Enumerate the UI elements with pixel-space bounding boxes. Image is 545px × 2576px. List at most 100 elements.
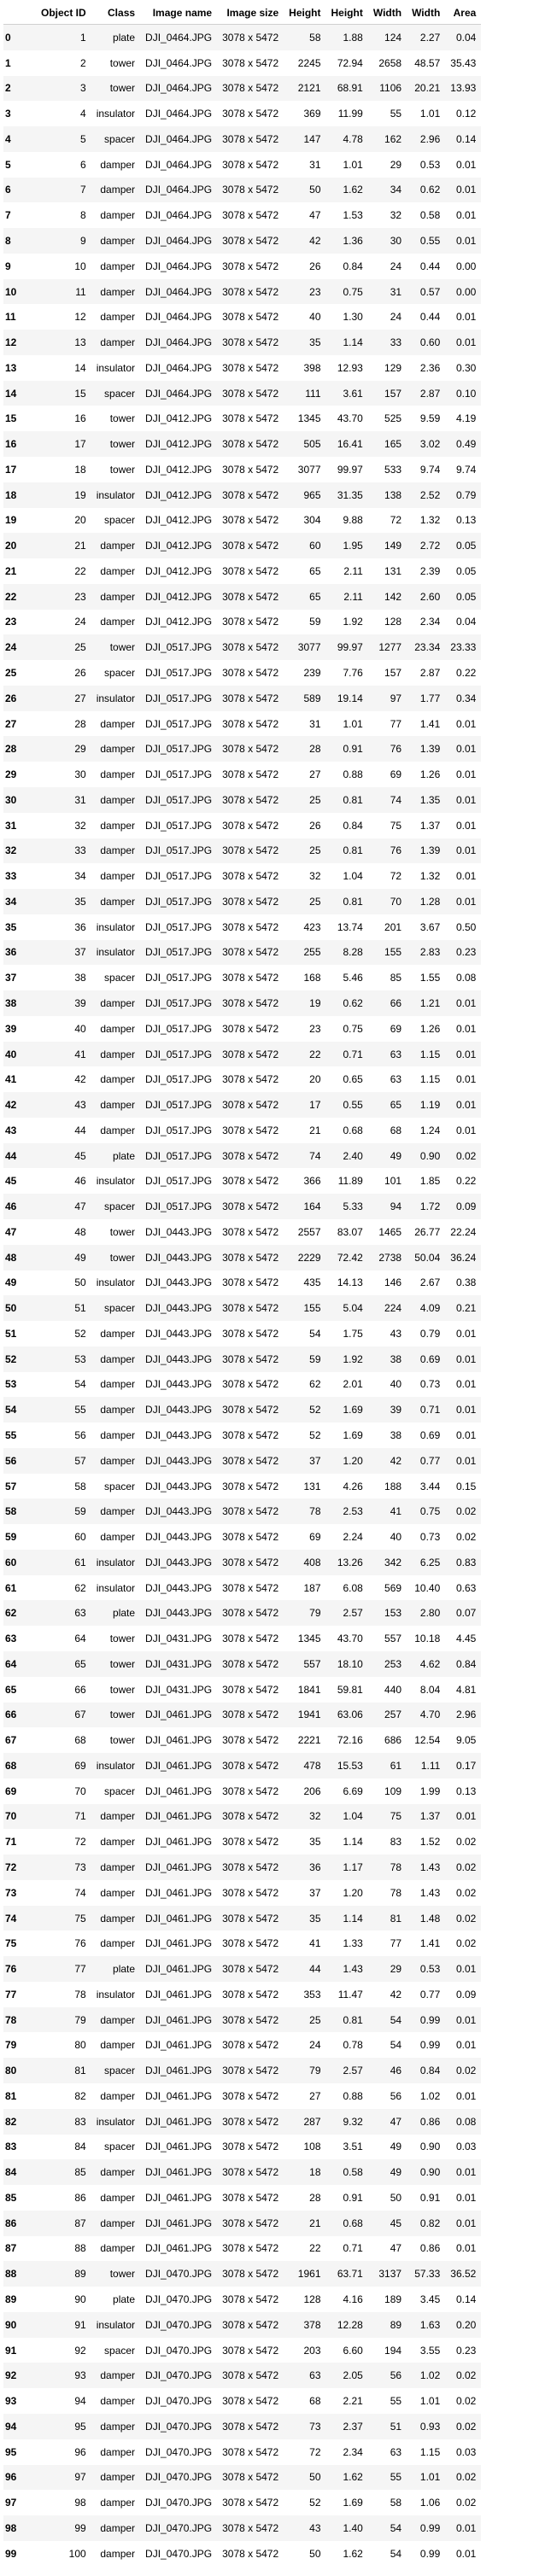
row-index: 13 bbox=[3, 354, 36, 381]
class-cell: damper bbox=[91, 1015, 141, 1042]
row-index: 0 bbox=[3, 24, 36, 50]
image-size-cell: 3078 x 5472 bbox=[217, 2388, 284, 2414]
width-pct-cell: 26.77 bbox=[407, 1218, 446, 1245]
table-row: 11 12 damper DJI_0464.JPG 3078 x 5472 40 1.30 2… bbox=[3, 304, 482, 330]
class-cell: plate bbox=[91, 1600, 141, 1627]
image-size-cell: 3078 x 5472 bbox=[217, 228, 284, 254]
object-id-cell: 72 bbox=[36, 1829, 91, 1855]
table-row: 61 62 insulator DJI_0443.JPG 3078 x 5472 187 6… bbox=[3, 1574, 482, 1601]
row-index: 94 bbox=[3, 2413, 36, 2439]
table-row: 48 49 tower DJI_0443.JPG 3078 x 5472 2229 72.4… bbox=[3, 1244, 482, 1270]
height-cell: 59 bbox=[284, 609, 326, 635]
image-name-cell: DJI_0443.JPG bbox=[140, 1244, 218, 1270]
row-index: 26 bbox=[3, 685, 36, 711]
class-cell: plate bbox=[91, 2287, 141, 2312]
height-pct-cell: 72.42 bbox=[325, 1244, 368, 1270]
image-size-cell: 3078 x 5472 bbox=[217, 1803, 284, 1830]
width-pct-cell: 1.39 bbox=[407, 838, 446, 864]
object-id-cell: 83 bbox=[36, 2108, 91, 2135]
height-pct-cell: 4.16 bbox=[325, 2287, 368, 2312]
height-cell: 557 bbox=[284, 1651, 326, 1677]
table-row: 85 86 damper DJI_0461.JPG 3078 x 5472 28 0.91 5… bbox=[3, 2185, 482, 2211]
area-cell: 35.43 bbox=[445, 50, 482, 76]
header-width-pct: Width bbox=[407, 2, 446, 25]
height-pct-cell: 1.62 bbox=[325, 2464, 368, 2491]
header-index bbox=[3, 2, 36, 25]
height-pct-cell: 12.28 bbox=[325, 2311, 368, 2338]
width-cell: 162 bbox=[367, 126, 407, 152]
width-cell: 165 bbox=[367, 431, 407, 458]
image-name-cell: DJI_0461.JPG bbox=[140, 2032, 218, 2059]
height-pct-cell: 5.46 bbox=[325, 965, 368, 991]
width-pct-cell: 1.63 bbox=[407, 2311, 446, 2338]
class-cell: damper bbox=[91, 558, 141, 584]
height-pct-cell: 2.24 bbox=[325, 1524, 368, 1550]
header-width: Width bbox=[367, 2, 407, 25]
image-size-cell: 3078 x 5472 bbox=[217, 75, 284, 102]
width-cell: 101 bbox=[367, 1168, 407, 1195]
image-size-cell: 3078 x 5472 bbox=[217, 50, 284, 76]
area-cell: 0.50 bbox=[445, 914, 482, 940]
image-name-cell: DJI_0461.JPG bbox=[140, 1956, 218, 1982]
width-pct-cell: 2.83 bbox=[407, 939, 446, 966]
class-cell: tower bbox=[91, 457, 141, 482]
image-size-cell: 3078 x 5472 bbox=[217, 2210, 284, 2236]
height-cell: 287 bbox=[284, 2108, 326, 2135]
width-cell: 1277 bbox=[367, 634, 407, 661]
image-size-cell: 3078 x 5472 bbox=[217, 1092, 284, 1118]
height-cell: 21 bbox=[284, 2210, 326, 2236]
class-cell: damper bbox=[91, 863, 141, 890]
row-index: 5 bbox=[3, 151, 36, 178]
row-index: 88 bbox=[3, 2261, 36, 2287]
height-pct-cell: 3.61 bbox=[325, 380, 368, 406]
image-name-cell: DJI_0461.JPG bbox=[140, 1702, 218, 1728]
height-pct-cell: 83.07 bbox=[325, 1218, 368, 1245]
class-cell: damper bbox=[91, 253, 141, 279]
width-cell: 49 bbox=[367, 2159, 407, 2186]
object-id-cell: 16 bbox=[36, 406, 91, 432]
area-cell: 0.01 bbox=[445, 1397, 482, 1423]
image-name-cell: DJI_0517.JPG bbox=[140, 736, 218, 762]
table-row: 88 89 tower DJI_0470.JPG 3078 x 5472 1961 63.7… bbox=[3, 2261, 482, 2287]
image-size-cell: 3078 x 5472 bbox=[217, 1498, 284, 1525]
image-name-cell: DJI_0464.JPG bbox=[140, 24, 218, 50]
object-id-cell: 1 bbox=[36, 24, 91, 50]
width-cell: 85 bbox=[367, 965, 407, 991]
area-cell: 0.01 bbox=[445, 990, 482, 1016]
row-index: 11 bbox=[3, 304, 36, 330]
image-name-cell: DJI_0470.JPG bbox=[140, 2515, 218, 2541]
row-index: 57 bbox=[3, 1473, 36, 1499]
row-index: 90 bbox=[3, 2311, 36, 2338]
class-cell: damper bbox=[91, 1829, 141, 1855]
width-cell: 58 bbox=[367, 2490, 407, 2516]
area-cell: 0.04 bbox=[445, 609, 482, 635]
image-name-cell: DJI_0412.JPG bbox=[140, 533, 218, 559]
table-row: 24 25 tower DJI_0517.JPG 3078 x 5472 3077 99.9… bbox=[3, 634, 482, 661]
height-pct-cell: 1.20 bbox=[325, 1879, 368, 1906]
row-index: 73 bbox=[3, 1879, 36, 1906]
width-cell: 68 bbox=[367, 1117, 407, 1143]
width-pct-cell: 8.04 bbox=[407, 1676, 446, 1703]
table-row: 16 17 tower DJI_0412.JPG 3078 x 5472 505 16.41… bbox=[3, 431, 482, 458]
width-cell: 131 bbox=[367, 558, 407, 584]
image-name-cell: DJI_0464.JPG bbox=[140, 126, 218, 152]
class-cell: spacer bbox=[91, 1295, 141, 1322]
width-cell: 47 bbox=[367, 2108, 407, 2135]
height-cell: 147 bbox=[284, 126, 326, 152]
height-cell: 73 bbox=[284, 2413, 326, 2439]
width-cell: 38 bbox=[367, 1422, 407, 1448]
table-row: 80 81 spacer DJI_0461.JPG 3078 x 5472 79 2.57 4… bbox=[3, 2058, 482, 2084]
width-cell: 77 bbox=[367, 710, 407, 737]
width-pct-cell: 1.11 bbox=[407, 1753, 446, 1779]
row-index: 53 bbox=[3, 1371, 36, 1398]
height-cell: 60 bbox=[284, 533, 326, 559]
row-index: 85 bbox=[3, 2185, 36, 2211]
row-index: 76 bbox=[3, 1956, 36, 1982]
width-pct-cell: 1.15 bbox=[407, 2439, 446, 2465]
height-pct-cell: 1.95 bbox=[325, 533, 368, 559]
row-index: 31 bbox=[3, 812, 36, 838]
class-cell: damper bbox=[91, 2515, 141, 2541]
row-index: 35 bbox=[3, 914, 36, 940]
height-cell: 3077 bbox=[284, 457, 326, 482]
row-index: 96 bbox=[3, 2464, 36, 2491]
